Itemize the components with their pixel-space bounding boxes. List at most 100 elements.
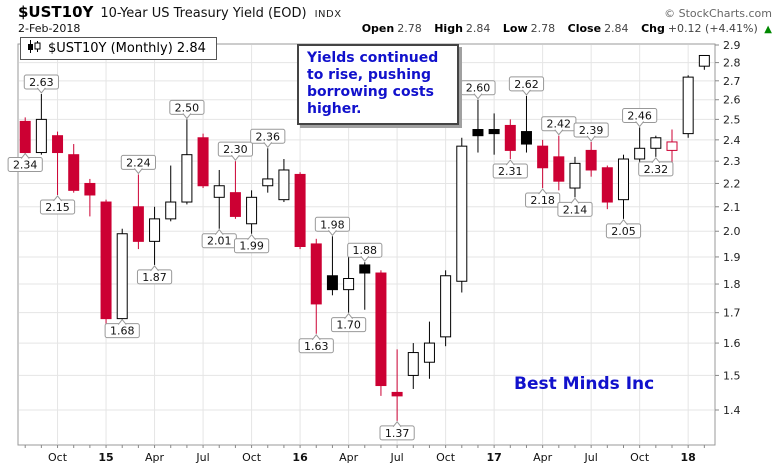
candle-nov-2017 <box>650 135 662 157</box>
value-callout-1.87: 1.87 <box>136 265 173 285</box>
candle-jan-2017 <box>488 113 500 155</box>
chart-legend: $UST10Y (Monthly) 2.84 <box>20 37 217 60</box>
candle-body <box>359 264 371 274</box>
candle-aug-2014 <box>19 117 31 155</box>
candle-apr-2016 <box>343 249 355 313</box>
watermark-text: Best Minds Inc <box>514 374 655 394</box>
value-callout-1.98: 1.98 <box>314 216 351 237</box>
candle-sep-2017 <box>617 154 629 219</box>
callout-pointer-up <box>344 312 353 319</box>
annotation-line: higher. <box>307 101 362 117</box>
callout-pointer-up <box>150 265 159 272</box>
candle-aug-2017 <box>601 165 613 210</box>
callout-value: 2.15 <box>45 201 70 214</box>
callout-value: 2.62 <box>514 78 539 91</box>
y-axis-label: 2.4 <box>723 134 741 147</box>
callout-value: 2.36 <box>256 130 281 143</box>
candle-may-2017 <box>553 135 565 191</box>
callout-pointer-down <box>586 135 596 142</box>
candle-body <box>294 173 306 247</box>
callout-pointer-down <box>473 93 483 100</box>
callout-pointer-up <box>619 219 628 226</box>
candle-body <box>407 352 419 376</box>
candle-aug-2016 <box>407 343 419 389</box>
callout-value: 1.98 <box>320 218 345 231</box>
value-callout-2.34: 2.34 <box>7 152 43 173</box>
candle-dec-2015 <box>278 159 290 203</box>
quote-summary: Open 2.78 High 2.84 Low 2.78 Close 2.84 Chg +… <box>362 22 772 35</box>
x-axis-label: Oct <box>630 451 650 464</box>
value-callout-1.99: 1.99 <box>233 233 270 254</box>
callout-pointer-up <box>247 233 256 241</box>
callout-pointer-up <box>214 228 224 236</box>
x-axis-label: Jul <box>389 451 403 464</box>
candle-sep-2015 <box>229 161 241 219</box>
candle-dec-2014 <box>84 178 96 217</box>
candle-body <box>488 129 500 135</box>
candle-jan-2015 <box>100 199 112 331</box>
callout-pointer-up <box>20 152 30 159</box>
candle-body <box>262 178 274 187</box>
y-axis-label: 1.4 <box>723 404 741 417</box>
candle-mar-2016 <box>326 236 338 296</box>
callout-value: 1.99 <box>239 240 264 253</box>
low-label: Low <box>502 22 528 35</box>
y-axis-label: 2.9 <box>723 39 741 52</box>
callout-value: 2.42 <box>547 118 572 131</box>
candle-nov-2016 <box>456 137 468 293</box>
value-callout-2.01: 2.01 <box>201 228 237 249</box>
y-axis-label: 2.2 <box>723 177 741 190</box>
change-label: Chg <box>641 22 665 35</box>
value-callout-2.14: 2.14 <box>557 197 593 217</box>
y-axis-label: 2.7 <box>723 75 741 88</box>
callout-pointer-down <box>231 154 240 161</box>
candle-aug-2015 <box>213 169 225 229</box>
chart-title: 10-Year US Treasury Yield (EOD) <box>100 6 307 21</box>
candle-apr-2017 <box>537 139 549 189</box>
callout-value: 2.01 <box>207 235 232 248</box>
candlestick-icon <box>27 40 42 57</box>
change-value: +0.12 (+4.41%) <box>667 22 758 35</box>
candle-dec-2017 <box>666 129 678 166</box>
value-callout-2.36: 2.36 <box>250 128 286 149</box>
callout-value: 2.05 <box>611 225 636 238</box>
candle-body <box>68 154 80 191</box>
callout-pointer-down <box>360 255 370 263</box>
y-axis-label: 1.6 <box>723 337 741 350</box>
callout-value: 2.39 <box>579 124 604 137</box>
candle-body <box>165 201 177 220</box>
candle-sep-2014 <box>35 93 47 155</box>
callout-value: 2.14 <box>563 203 588 216</box>
callout-value: 1.68 <box>110 325 135 338</box>
callout-pointer-down <box>635 121 645 128</box>
candle-body <box>698 54 710 67</box>
callout-pointer-up <box>117 318 127 325</box>
candle-body <box>666 141 678 151</box>
candle-body <box>229 192 241 217</box>
candle-body <box>537 145 549 169</box>
candle-feb-2016 <box>310 238 322 334</box>
value-callout-2.24: 2.24 <box>120 154 156 175</box>
callout-value: 2.24 <box>126 156 151 169</box>
candle-body <box>343 278 355 291</box>
callout-value: 2.31 <box>498 165 523 178</box>
open-label: Open <box>361 22 395 35</box>
chart-date: 2-Feb-2018 <box>18 22 81 35</box>
candle-body <box>634 147 646 160</box>
y-axis-label: 2.8 <box>723 57 741 70</box>
value-callout-2.32: 2.32 <box>638 157 674 177</box>
callout-value: 1.88 <box>353 244 378 257</box>
value-callout-2.18: 2.18 <box>525 188 561 208</box>
candle-oct-2016 <box>440 270 452 347</box>
close-label: Close <box>567 22 602 35</box>
value-callout-1.68: 1.68 <box>104 318 140 339</box>
x-axis-label: 15 <box>98 451 113 464</box>
y-axis-label: 2.6 <box>723 94 741 107</box>
value-callout-2.31: 2.31 <box>492 159 528 179</box>
exchange-label: INDX <box>314 9 342 20</box>
callout-pointer-down <box>522 89 531 96</box>
x-axis-label: 18 <box>681 451 696 464</box>
callout-value: 2.46 <box>627 109 652 122</box>
open-value: 2.78 <box>397 22 422 35</box>
